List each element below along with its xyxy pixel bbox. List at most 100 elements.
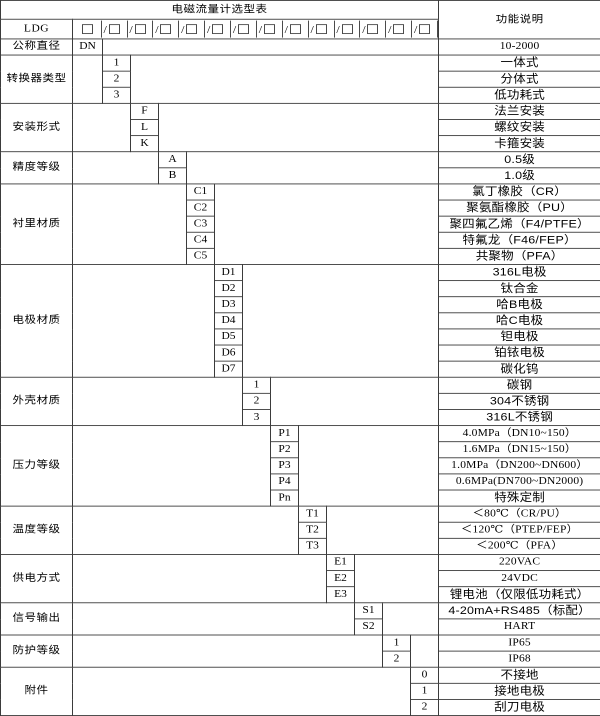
option-code-cell: D5 bbox=[214, 328, 243, 346]
function-description-cell: HART bbox=[438, 618, 600, 636]
option-code-cell: C4 bbox=[186, 231, 215, 249]
model-code-box: / bbox=[386, 20, 413, 38]
option-code-cell: 1 bbox=[102, 54, 131, 72]
option-code-cell: 1 bbox=[409, 682, 440, 700]
model-code-box: / bbox=[360, 20, 387, 38]
table-row: 安装形式 F 法兰安装 bbox=[0, 102, 600, 153]
function-description-cell: 氯丁橡胶（CR） bbox=[438, 183, 600, 201]
table-row: 1 接地电极 bbox=[1, 682, 600, 700]
code-separator-slash: / bbox=[336, 22, 340, 36]
function-description-cell: 220VAC bbox=[438, 554, 600, 572]
model-code-box: / bbox=[412, 20, 439, 38]
function-description-cell: 碳化钨 bbox=[438, 360, 600, 378]
table-row: T3 ＜200℃（PFA） bbox=[1, 537, 600, 555]
table-row: E3 锂电池（仅限低功耗式） bbox=[1, 586, 600, 604]
section-label: 信号输出 bbox=[0, 602, 73, 636]
option-code-cell: 2 bbox=[102, 70, 131, 88]
spacer-cell bbox=[72, 554, 327, 604]
function-description-cell: ＜80℃（CR/PU） bbox=[438, 505, 600, 523]
option-code-cell: P3 bbox=[270, 457, 299, 475]
spacer-cell bbox=[353, 554, 440, 604]
code-placeholder-square bbox=[186, 24, 198, 35]
function-description-cell: 304不锈钢 bbox=[438, 392, 600, 410]
code-separator-slash: / bbox=[388, 22, 392, 36]
function-description-cell: 卡箍安装 bbox=[438, 135, 600, 153]
function-description-cell: 24VDC bbox=[438, 570, 600, 588]
table-row: 外壳材质 1 碳钢 bbox=[0, 376, 600, 427]
code-separator-slash: / bbox=[129, 22, 133, 36]
code-placeholder-square bbox=[289, 24, 301, 35]
code-placeholder-square bbox=[263, 24, 275, 35]
spacer-cell bbox=[72, 151, 159, 185]
code-placeholder-square bbox=[108, 24, 120, 35]
option-code-cell: T3 bbox=[298, 537, 327, 555]
spacer-cell bbox=[72, 634, 383, 668]
function-description-cell: 刮刀电极 bbox=[438, 698, 600, 716]
table-row: D2 钛合金 bbox=[1, 280, 600, 298]
table-row: 2 304不锈钢 bbox=[1, 392, 600, 410]
table-row: Pn 特殊定制 bbox=[1, 489, 600, 507]
model-code-box: / bbox=[283, 20, 309, 38]
spacer-cell bbox=[213, 183, 440, 265]
function-description-cell: 分体式 bbox=[438, 70, 600, 88]
option-code-cell: F bbox=[130, 102, 159, 120]
code-placeholder-square bbox=[393, 24, 405, 35]
function-description-cell: 特殊定制 bbox=[438, 489, 600, 507]
table-row: D7 碳化钨 bbox=[1, 360, 600, 378]
spacer-cell bbox=[241, 264, 440, 378]
function-description-cell: 1.6MPa（DN15~150） bbox=[438, 441, 600, 459]
code-separator-slash: / bbox=[207, 22, 211, 36]
table-row: D3 哈B电极 bbox=[1, 296, 600, 314]
table-row: 信号输出 S1 4-20mA+RS485（标配） bbox=[0, 602, 600, 636]
section-label: 附件 bbox=[0, 666, 73, 716]
function-description-cell: 哈B电极 bbox=[438, 296, 600, 314]
model-code-box: / bbox=[128, 20, 154, 38]
section-label: 精度等级 bbox=[0, 151, 73, 185]
section-label: 防护等级 bbox=[0, 634, 73, 668]
section-label: 压力等级 bbox=[0, 425, 73, 507]
spacer-cell bbox=[157, 102, 440, 153]
option-code-cell: P1 bbox=[270, 425, 299, 443]
table-row: D4 哈C电极 bbox=[1, 312, 600, 330]
spacer-cell bbox=[72, 264, 215, 378]
function-description-cell: 一体式 bbox=[438, 54, 600, 72]
spacer-cell bbox=[269, 376, 440, 427]
model-code-box-strip: / / / / / / / / / / / / / bbox=[71, 18, 440, 40]
code-placeholder-square bbox=[160, 24, 172, 35]
option-code-cell: D2 bbox=[214, 280, 243, 298]
option-code-cell: S2 bbox=[354, 618, 383, 636]
code-placeholder-square bbox=[81, 24, 93, 35]
table-row: C3 聚四氟乙烯（F4/PTFE） bbox=[1, 215, 600, 233]
spacer-cell bbox=[129, 54, 440, 104]
option-code-cell: 2 bbox=[382, 650, 411, 668]
table-row: 公称直径 DN 10-2000 bbox=[0, 38, 600, 56]
table-row: 温度等级 T1 ＜80℃（CR/PU） bbox=[0, 505, 600, 555]
function-description-cell: IP65 bbox=[438, 634, 600, 652]
option-code-cell: K bbox=[130, 135, 159, 153]
option-code-cell: E2 bbox=[326, 570, 355, 588]
function-description-cell: 碳钢 bbox=[438, 376, 600, 394]
function-description-cell: 4.0MPa（DN10~150） bbox=[438, 425, 600, 443]
table-row: C5 共聚物（PFA） bbox=[1, 247, 600, 265]
option-code-cell: C2 bbox=[186, 199, 215, 217]
table-row: C4 特氟龙（F46/FEP） bbox=[1, 231, 600, 249]
function-description-cell: 0.5级 bbox=[438, 151, 600, 169]
spacer-cell bbox=[72, 102, 131, 153]
function-description-cell: 哈C电极 bbox=[438, 312, 600, 330]
function-description-cell: 螺纹安装 bbox=[438, 119, 600, 137]
table-row: 附件 0 不接地 bbox=[0, 666, 600, 716]
model-code-box: / bbox=[231, 20, 257, 38]
spacer-cell bbox=[72, 505, 299, 555]
option-code-cell: P4 bbox=[270, 473, 299, 491]
function-description-cell: 法兰安装 bbox=[438, 102, 600, 120]
model-code-box: / bbox=[257, 20, 283, 38]
spacer-cell bbox=[101, 38, 440, 56]
function-description-cell: 锂电池（仅限低功耗式） bbox=[438, 586, 600, 604]
model-prefix-label: LDG bbox=[0, 18, 73, 40]
option-code-cell: Pn bbox=[270, 489, 299, 507]
code-placeholder-square bbox=[212, 24, 224, 35]
function-description-cell: IP68 bbox=[438, 650, 600, 668]
model-code-box: / bbox=[309, 20, 335, 38]
code-placeholder-square bbox=[367, 24, 379, 35]
